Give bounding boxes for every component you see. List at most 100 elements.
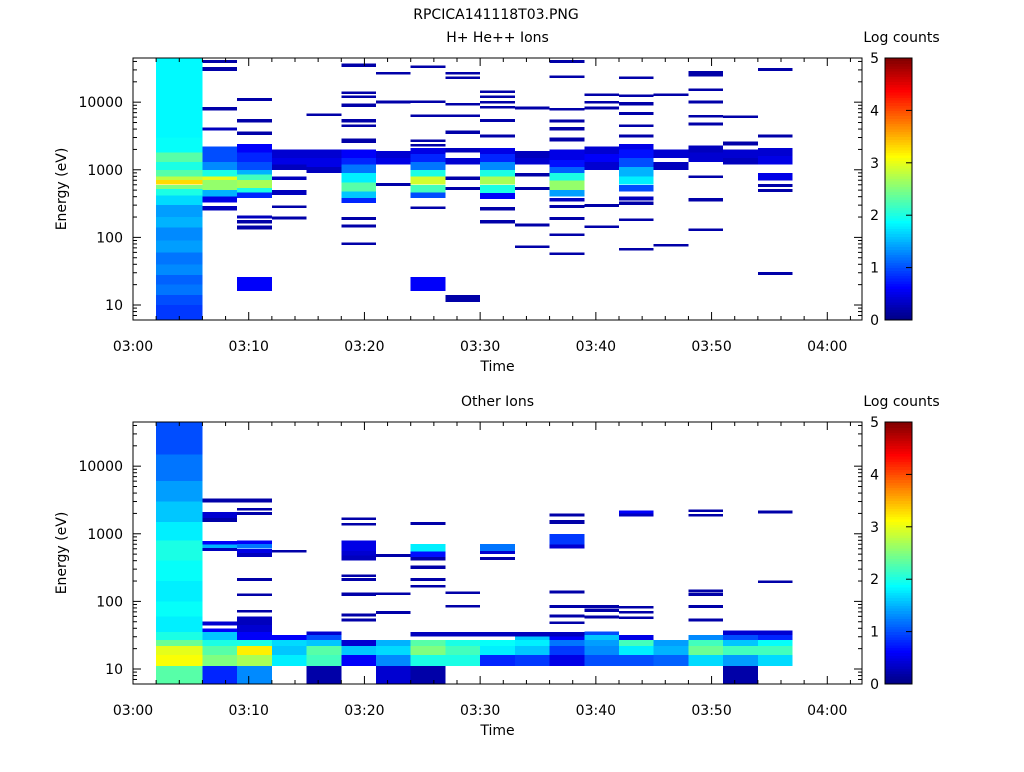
colorbar-segment xyxy=(885,542,912,546)
heatmap-cell xyxy=(410,162,446,170)
heatmap-cell xyxy=(619,94,654,97)
heatmap-cell xyxy=(376,655,411,667)
heatmap-cell xyxy=(757,655,793,667)
heatmap-cell xyxy=(306,157,342,167)
colorbar-segment xyxy=(885,160,912,164)
colorbar-segment xyxy=(885,602,912,606)
heatmap-cell xyxy=(237,645,272,656)
heatmap-cell xyxy=(156,274,203,285)
colorbar-segment xyxy=(885,495,912,499)
heatmap-cell xyxy=(156,521,203,541)
colorbar-segment xyxy=(885,539,912,544)
y-ticks xyxy=(133,424,862,685)
heatmap-cell xyxy=(410,139,446,142)
heatmap-cell xyxy=(584,645,619,656)
colorbar-segment xyxy=(885,120,912,125)
heatmap-cell xyxy=(156,227,203,241)
heatmap-cell xyxy=(237,553,272,558)
y-tick-label: 100 xyxy=(96,230,123,246)
colorbar-segment xyxy=(885,280,912,284)
heatmap-cell xyxy=(723,149,758,158)
heatmap-cell xyxy=(584,225,619,228)
colorbar-segment xyxy=(885,605,912,609)
colorbar-segment xyxy=(885,453,912,457)
heatmap-cell xyxy=(237,152,272,163)
heatmap-cell xyxy=(619,639,654,646)
heatmap-cell xyxy=(445,71,481,75)
colorbar-segment xyxy=(885,264,912,269)
heatmap-cell xyxy=(549,605,585,608)
heatmap-cell xyxy=(619,218,654,221)
heatmap-cell xyxy=(156,655,203,667)
heatmap-cell xyxy=(271,149,307,158)
heatmap-cell xyxy=(341,639,376,646)
heatmap-cell xyxy=(514,639,550,646)
heatmap-cell xyxy=(549,159,585,167)
colorbar-segment xyxy=(885,147,912,151)
x-tick-label: 03:40 xyxy=(576,703,616,719)
heatmap-cell xyxy=(619,247,654,251)
colorbar-segment xyxy=(885,202,912,206)
heatmap-cell xyxy=(410,184,446,193)
heatmap-cell xyxy=(156,189,203,196)
heatmap-cell xyxy=(445,639,481,646)
colorbar-segment xyxy=(885,545,912,549)
heatmap-cell xyxy=(237,540,272,545)
heatmap-cell xyxy=(237,131,272,135)
colorbar-segment xyxy=(885,427,912,431)
heatmap-cell xyxy=(271,164,307,170)
colorbar-segment xyxy=(885,482,912,486)
heatmap-cell xyxy=(549,217,585,221)
colorbar-segment xyxy=(885,484,912,489)
colorbar-segment xyxy=(885,249,912,253)
heatmap-cell xyxy=(306,655,342,667)
heatmap-cell xyxy=(723,630,758,635)
heatmap-cell xyxy=(341,138,376,143)
heatmap-cell xyxy=(271,639,307,646)
heatmap-cell xyxy=(757,148,793,156)
colorbar-segment xyxy=(885,432,912,436)
colorbar-segment xyxy=(885,168,912,172)
heatmap-cell xyxy=(156,169,203,177)
colorbar-label: Log counts xyxy=(863,394,939,410)
colorbar-segment xyxy=(885,309,912,313)
colorbar-segment xyxy=(885,550,912,554)
colorbar-segment xyxy=(885,236,912,240)
colorbar-tick-label: 3 xyxy=(870,156,879,172)
heatmap-cell xyxy=(237,578,272,581)
heatmap-cell xyxy=(202,632,238,640)
colorbar-segment xyxy=(885,170,912,174)
colorbar-segment xyxy=(885,86,912,91)
heatmap-cell xyxy=(156,501,203,522)
heatmap-cell xyxy=(480,645,515,656)
colorbar-segment xyxy=(885,497,912,502)
heatmap-cell xyxy=(202,547,238,551)
heatmap-cell xyxy=(271,549,307,553)
heatmap-cell xyxy=(549,198,585,202)
heatmap-cell xyxy=(688,514,724,517)
colorbar-segment xyxy=(885,84,912,88)
colorbar-segment xyxy=(885,479,912,483)
heatmap-cell xyxy=(549,108,585,111)
colorbar-segment xyxy=(885,181,912,185)
colorbar-segment xyxy=(885,618,912,622)
heatmap-cell xyxy=(619,201,654,206)
heatmap-cell xyxy=(757,510,793,514)
heatmap-cell xyxy=(445,76,481,80)
colorbar-segment xyxy=(885,566,912,570)
heatmap-cell xyxy=(688,175,724,179)
heatmap-cell xyxy=(757,156,793,165)
heatmap-cell xyxy=(237,666,272,684)
colorbar-segment xyxy=(885,524,912,528)
heatmap-cell xyxy=(341,172,376,183)
colorbar: Log counts 0 1 2 3 4 5 xyxy=(863,30,939,329)
heatmap-cell xyxy=(445,655,481,667)
heatmap-cell xyxy=(757,630,793,635)
colorbar-segment xyxy=(885,532,912,536)
colorbar: Log counts 0 1 2 3 4 5 xyxy=(863,394,939,693)
heatmap-cell xyxy=(653,149,689,158)
colorbar-segment xyxy=(885,673,912,677)
colorbar-segment xyxy=(885,581,912,586)
